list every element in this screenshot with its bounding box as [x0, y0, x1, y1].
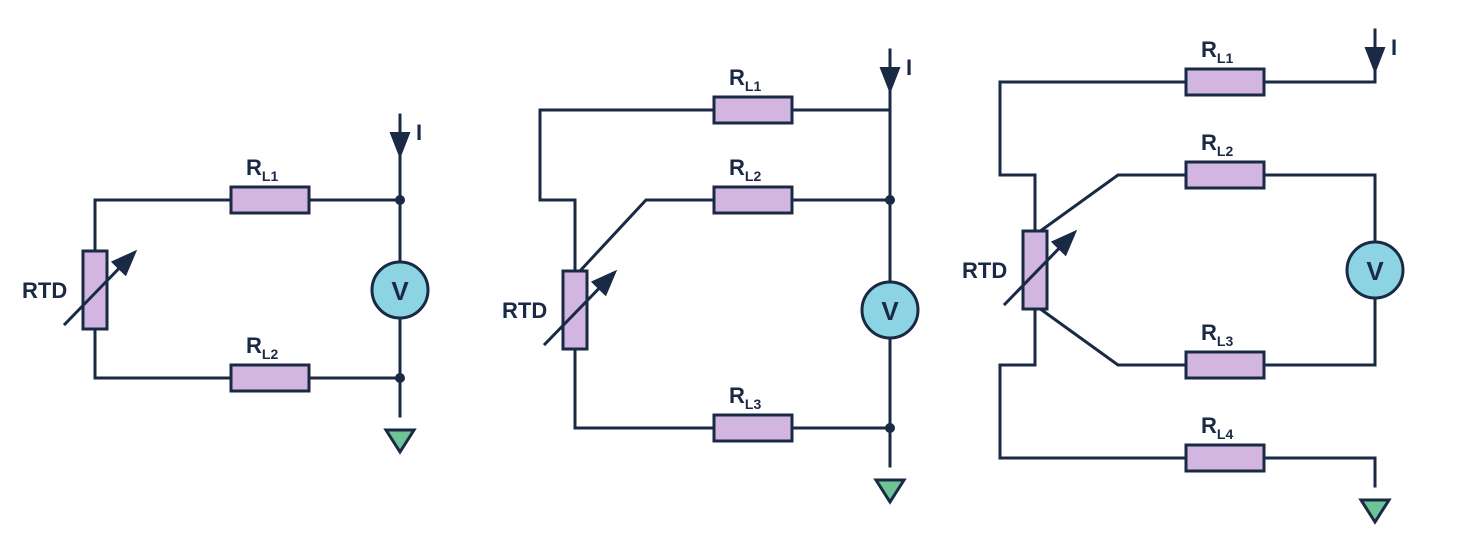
- wire: [579, 200, 714, 272]
- current-label: I: [1391, 35, 1397, 60]
- wire: [95, 329, 231, 378]
- wire: [1264, 458, 1375, 486]
- voltmeter-label: V: [391, 276, 409, 306]
- ground-symbol: [1361, 500, 1389, 522]
- rtd-body: [1023, 231, 1047, 309]
- circuit-four-wire: [1000, 70, 1375, 486]
- circuit-three-wire: [540, 90, 895, 466]
- wire: [1039, 308, 1186, 365]
- resistor-rl1-label: RL1: [1201, 37, 1233, 66]
- voltmeter-label: V: [1366, 256, 1384, 286]
- junction-node: [395, 195, 405, 205]
- wire: [1000, 82, 1186, 231]
- circuit-diagrams: RL1 RL2 RTD V I RL1 RL2 RL3 RTD V I RL1 RL2 RL3 RL4 RTD…: [0, 0, 1457, 534]
- wire: [1039, 175, 1186, 232]
- resistor-rl3-label: RL3: [1201, 320, 1233, 349]
- resistor-rl2-label: RL2: [1201, 130, 1233, 159]
- resistor-rl2-label: RL2: [246, 333, 278, 362]
- rtd-body: [83, 251, 107, 329]
- resistor-rl1-label: RL1: [246, 155, 278, 184]
- ground-symbol: [876, 480, 904, 502]
- wire: [540, 110, 714, 271]
- wire: [1264, 175, 1375, 242]
- rtd-label: RTD: [22, 278, 67, 303]
- resistor-rl3: [714, 415, 792, 441]
- ground-symbol: [386, 430, 414, 452]
- resistor-rl2: [714, 187, 792, 213]
- current-label: I: [906, 55, 912, 80]
- rtd-label: RTD: [502, 298, 547, 323]
- rtd-label: RTD: [962, 258, 1007, 283]
- resistor-rl4-label: RL4: [1201, 413, 1233, 442]
- junction-node: [885, 195, 895, 205]
- resistor-rl1: [714, 97, 792, 123]
- wire: [1264, 298, 1375, 365]
- resistor-rl3: [1186, 352, 1264, 378]
- voltmeter-label: V: [881, 296, 899, 326]
- resistor-rl1: [231, 187, 309, 213]
- resistor-rl2-label: RL2: [729, 155, 761, 184]
- resistor-rl4: [1186, 445, 1264, 471]
- junction-node: [885, 423, 895, 433]
- resistor-rl3-label: RL3: [729, 383, 761, 412]
- current-label: I: [416, 120, 422, 145]
- rtd-body: [563, 271, 587, 349]
- wire: [95, 200, 231, 251]
- resistor-rl1: [1186, 69, 1264, 95]
- resistor-rl1-label: RL1: [729, 65, 761, 94]
- wire: [575, 349, 714, 428]
- junction-node: [395, 373, 405, 383]
- wire: [1000, 309, 1186, 458]
- resistor-rl2: [231, 365, 309, 391]
- resistor-rl2: [1186, 162, 1264, 188]
